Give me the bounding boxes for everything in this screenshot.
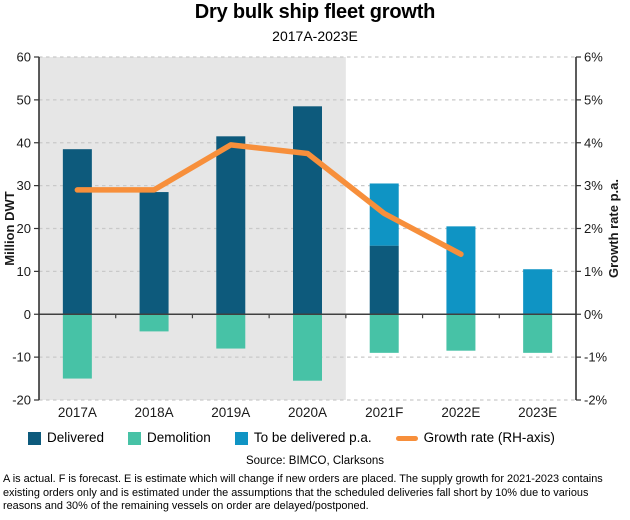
legend-item-to-be-delivered: To be delivered p.a. bbox=[234, 430, 372, 445]
legend: Delivered Demolition To be delivered p.a… bbox=[28, 430, 555, 446]
bar-to-be-delivered bbox=[523, 269, 553, 315]
plot-svg: 60 50 40 30 20 10 0 -10 -20 6% 5% 4% 3% 2% 1% 0% -1% -2% 2… bbox=[2, 50, 621, 420]
right-axis-tick-label: 5% bbox=[584, 92, 603, 107]
right-axis-tick-label: 1% bbox=[584, 264, 603, 279]
bar-demolition bbox=[62, 314, 92, 379]
left-axis-tick-label: -20 bbox=[12, 393, 31, 408]
left-axis-tick-label: 30 bbox=[17, 178, 31, 193]
left-axis-title: Million DWT bbox=[2, 191, 17, 265]
delivered-swatch-icon bbox=[28, 431, 41, 445]
right-axis-tick-label: 3% bbox=[584, 178, 603, 193]
x-axis-category-label: 2020A bbox=[288, 405, 327, 420]
left-axis-tick-label: 60 bbox=[17, 50, 31, 65]
legend-item-growth-rate: Growth rate (RH-axis) bbox=[395, 430, 555, 445]
x-axis-category-label: 2017A bbox=[58, 405, 97, 420]
bar-demolition bbox=[523, 314, 553, 353]
x-axis-category-label: 2021F bbox=[365, 405, 403, 420]
x-axis-category-label: 2023E bbox=[518, 405, 557, 420]
x-axis-category-label: 2019A bbox=[211, 405, 250, 420]
bar-demolition bbox=[293, 314, 322, 381]
legend-label-delivered: Delivered bbox=[47, 430, 105, 445]
right-axis-tick-label: -1% bbox=[584, 350, 608, 365]
legend-label-to-be-delivered: To be delivered p.a. bbox=[253, 430, 372, 445]
footnote-text: A is actual. F is forecast. E is estimat… bbox=[3, 473, 603, 513]
chart-title: Dry bulk ship fleet growth bbox=[194, 1, 436, 23]
bar-delivered bbox=[62, 149, 92, 315]
right-axis-title: Growth rate p.a. bbox=[606, 179, 621, 278]
bar-delivered bbox=[293, 106, 322, 315]
bar-to-be-delivered bbox=[446, 226, 476, 315]
growth-rate-line bbox=[74, 142, 464, 257]
left-axis-tick-label: -10 bbox=[12, 350, 31, 365]
x-axis-category-label: 2018A bbox=[135, 405, 174, 420]
legend-item-delivered: Delivered bbox=[28, 431, 104, 445]
legend-item-demolition: Demolition bbox=[128, 431, 211, 445]
bars-group bbox=[62, 106, 553, 381]
bar-demolition bbox=[369, 314, 399, 353]
right-axis-tick-label: 2% bbox=[584, 221, 603, 236]
bar-delivered bbox=[216, 136, 246, 315]
right-axis-tick-label: 4% bbox=[584, 135, 603, 150]
chart-subtitle: 2017A-2023E bbox=[272, 28, 358, 44]
bar-demolition bbox=[139, 314, 169, 332]
to-be-delivered-swatch-icon bbox=[234, 431, 248, 445]
right-axis-tick-label: 0% bbox=[584, 307, 603, 322]
bar-delivered bbox=[139, 192, 169, 315]
left-axis-tick-label: 0 bbox=[24, 307, 31, 322]
right-axis-tick-label: 6% bbox=[584, 50, 603, 65]
left-axis-tick-label: 40 bbox=[17, 135, 31, 150]
bar-demolition bbox=[216, 314, 246, 349]
left-axis-tick-label: 10 bbox=[17, 264, 31, 279]
bar-delivered bbox=[369, 245, 399, 315]
source-text: Source: BIMCO, Clarksons bbox=[245, 455, 385, 467]
legend-label-growth-rate: Growth rate (RH-axis) bbox=[423, 430, 555, 445]
demolition-swatch-icon bbox=[128, 431, 142, 445]
legend-label-demolition: Demolition bbox=[147, 430, 211, 445]
bar-demolition bbox=[446, 314, 476, 351]
growth-rate-line-swatch-icon bbox=[395, 435, 418, 441]
right-axis-tick-label: -2% bbox=[584, 393, 608, 408]
left-axis-tick-label: 50 bbox=[17, 92, 31, 107]
x-axis-category-label: 2022E bbox=[441, 405, 480, 420]
left-axis-tick-label: 20 bbox=[17, 221, 31, 236]
